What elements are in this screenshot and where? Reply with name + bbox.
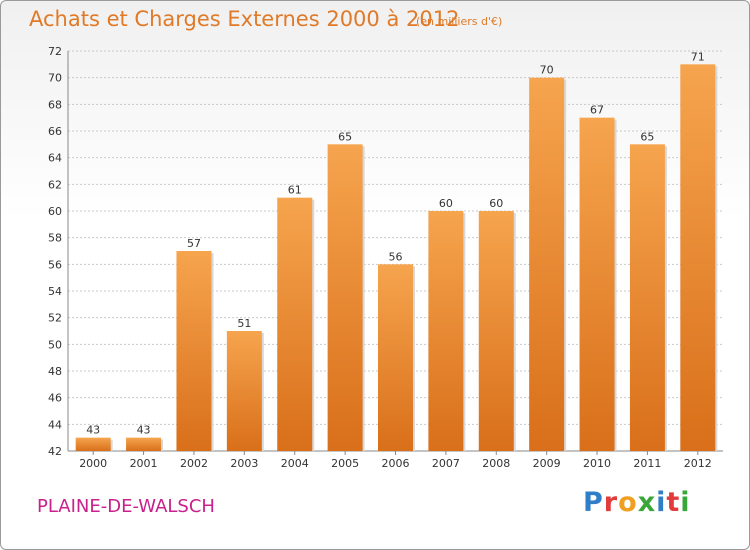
x-tick-label: 2000 — [79, 457, 107, 470]
bar — [428, 211, 464, 451]
x-tick-label: 2007 — [432, 457, 460, 470]
data-label: 57 — [187, 237, 201, 250]
logo-letter: t — [666, 487, 681, 518]
x-tick-label: 2003 — [230, 457, 258, 470]
bar — [75, 437, 111, 451]
x-tick-label: 2012 — [684, 457, 712, 470]
y-tick-label: 62 — [48, 178, 62, 191]
proxiti-logo: Proxiti — [583, 487, 691, 518]
y-tick-label: 48 — [48, 365, 62, 378]
logo-letter: x — [637, 487, 657, 518]
x-tick-label: 2009 — [533, 457, 561, 470]
bar — [277, 197, 313, 451]
x-tick-label: 2001 — [130, 457, 158, 470]
bar — [226, 331, 262, 451]
x-tick-label: 2006 — [382, 457, 410, 470]
logo-letter: o — [618, 487, 638, 518]
y-tick-label: 54 — [48, 285, 62, 298]
data-label: 43 — [86, 424, 100, 437]
x-tick-label: 2011 — [633, 457, 661, 470]
y-tick-label: 72 — [48, 45, 62, 58]
y-tick-label: 58 — [48, 232, 62, 245]
bar — [579, 117, 615, 452]
data-label: 51 — [237, 317, 251, 330]
x-tick-label: 2010 — [583, 457, 611, 470]
x-tick-label: 2002 — [180, 457, 208, 470]
y-tick-label: 68 — [48, 98, 62, 111]
bar — [327, 144, 363, 452]
chart-title: Achats et Charges Externes 2000 à 2012 — [29, 7, 460, 31]
logo-letter: r — [603, 487, 619, 518]
data-label: 67 — [590, 104, 604, 117]
y-tick-label: 50 — [48, 338, 62, 351]
bar — [378, 264, 413, 451]
data-label: 70 — [540, 64, 554, 77]
y-tick-label: 52 — [48, 312, 62, 325]
bar — [680, 64, 716, 452]
chart-subtitle: (en milliers d'€) — [416, 15, 503, 28]
data-label: 60 — [489, 197, 503, 210]
commune-name: PLAINE-DE-WALSCH — [37, 496, 215, 517]
data-label: 61 — [288, 184, 302, 197]
bar — [629, 144, 665, 452]
data-label: 65 — [338, 130, 352, 143]
bar — [126, 437, 162, 451]
bars — [75, 64, 718, 452]
y-tick-label: 70 — [48, 72, 62, 85]
logo-letter: i — [680, 487, 691, 518]
y-tick-label: 46 — [48, 392, 62, 405]
data-labels: 43 43 57 51 61 65 56 60 60 70 67 65 71 — [86, 50, 705, 436]
data-label: 43 — [137, 424, 151, 437]
data-label: 60 — [439, 197, 453, 210]
y-tick-labels: 42 44 46 48 50 52 54 56 58 60 62 64 66 68 70 72 — [48, 45, 62, 458]
y-tick-label: 60 — [48, 205, 62, 218]
y-tick-label: 66 — [48, 125, 62, 138]
y-tick-label: 44 — [48, 418, 62, 431]
data-label: 71 — [691, 50, 705, 63]
logo-letter: P — [583, 487, 604, 518]
x-tick-label: 2005 — [331, 457, 359, 470]
bar — [176, 251, 212, 451]
logo-letter: i — [656, 487, 667, 518]
y-tick-label: 56 — [48, 258, 62, 271]
x-tick-label: 2004 — [281, 457, 309, 470]
data-label: 65 — [640, 130, 654, 143]
x-tick-labels: 2000 2001 2002 2003 2004 2005 2006 2007 2008 2009… — [79, 457, 712, 470]
bar — [478, 211, 514, 451]
bar — [529, 77, 565, 452]
x-tick-label: 2008 — [482, 457, 510, 470]
y-tick-label: 64 — [48, 152, 62, 165]
y-tick-label: 42 — [48, 445, 62, 458]
data-label: 56 — [389, 250, 403, 263]
